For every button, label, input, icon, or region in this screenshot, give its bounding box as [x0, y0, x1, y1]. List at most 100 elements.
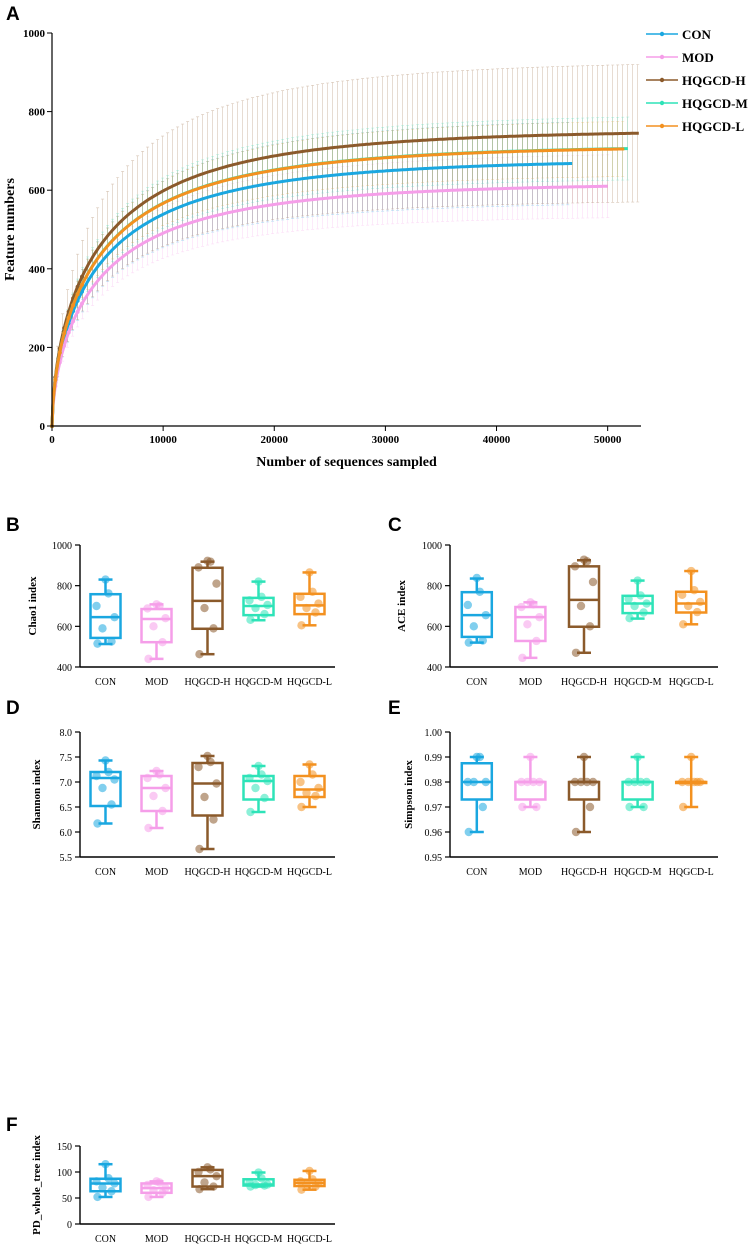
- data-point: [209, 815, 218, 824]
- y-tick-label: 600: [427, 622, 442, 633]
- y-tick-label: 400: [29, 264, 46, 276]
- data-point: [475, 587, 484, 596]
- panel-label-e: E: [388, 698, 401, 719]
- data-point: [311, 608, 320, 617]
- x-tick-label: HQGCD-M: [235, 867, 283, 878]
- series-point: [80, 274, 84, 279]
- y-tick-label: 1.00: [425, 728, 443, 739]
- y-axis-title: Simpson index: [403, 760, 415, 829]
- data-point: [526, 752, 535, 762]
- x-tick-label: MOD: [145, 1234, 168, 1244]
- data-point: [143, 604, 152, 613]
- x-tick-label: MOD: [145, 677, 168, 688]
- legend-swatch-marker: [659, 100, 665, 106]
- data-point: [535, 612, 544, 622]
- data-point: [110, 775, 119, 784]
- data-point: [463, 777, 472, 787]
- y-tick-label: 5.5: [60, 853, 73, 864]
- iqr-box: [140, 607, 173, 644]
- y-tick-label: 200: [29, 342, 46, 354]
- series-point: [75, 309, 80, 314]
- x-tick-label: HQGCD-L: [669, 677, 714, 688]
- legend-item-hqgcd-h: HQGCD-H: [646, 73, 746, 88]
- data-point: [571, 827, 581, 837]
- data-point: [143, 1180, 152, 1190]
- legend-swatch-marker: [659, 123, 665, 129]
- data-point: [104, 589, 113, 598]
- series-point: [57, 350, 62, 355]
- data-point: [297, 621, 306, 630]
- data-point: [625, 802, 634, 812]
- data-point: [314, 599, 323, 608]
- data-point: [144, 823, 153, 833]
- box-hqgcd-h: [567, 752, 601, 837]
- y-tick-label: 800: [57, 582, 72, 593]
- y-tick-label: 0.98: [425, 778, 443, 789]
- series-point: [75, 292, 80, 297]
- series-markers-hqgcd-l: [50, 282, 84, 428]
- data-point: [101, 575, 110, 584]
- iqr-box: [567, 565, 601, 628]
- data-point: [245, 773, 254, 783]
- data-point: [203, 751, 212, 761]
- data-point: [588, 777, 598, 787]
- data-point: [203, 556, 212, 566]
- simpson-boxplot: 0.95 0.96 0.97 0.98 0.99 1.00 Simpson index CON…: [403, 728, 718, 878]
- data-point: [93, 639, 102, 648]
- data-point: [212, 779, 221, 788]
- data-point: [472, 573, 481, 583]
- legend-label: MOD: [682, 50, 714, 65]
- data-point: [478, 636, 487, 645]
- data-point: [308, 770, 317, 779]
- data-point: [464, 827, 473, 837]
- data-point: [579, 752, 589, 762]
- data-point: [625, 614, 634, 623]
- data-point: [585, 622, 595, 631]
- data-point: [624, 594, 633, 604]
- data-point: [311, 791, 320, 801]
- data-point: [93, 1192, 102, 1202]
- data-point: [642, 599, 651, 608]
- legend-swatch-marker: [659, 54, 665, 60]
- data-point: [194, 1167, 203, 1177]
- data-point: [630, 777, 639, 787]
- data-point: [481, 610, 490, 620]
- series-markers-hqgcd-m: [50, 282, 84, 428]
- x-tick-label: CON: [466, 677, 487, 688]
- x-tick-label: 50000: [594, 434, 622, 446]
- data-point: [314, 783, 323, 793]
- data-point: [110, 612, 119, 622]
- data-point: [696, 777, 705, 787]
- data-point: [257, 592, 266, 602]
- data-point: [209, 624, 218, 633]
- data-point: [212, 579, 221, 588]
- x-axis-title: Number of sequences sampled: [256, 455, 437, 470]
- data-point: [532, 636, 541, 646]
- data-point: [110, 1179, 119, 1188]
- box-con: [89, 575, 122, 648]
- ace-boxplot: 400 600 800 1000 ACE index CON MOD HQGCD-H HQGCD…: [396, 541, 718, 688]
- data-point: [195, 844, 204, 854]
- data-point: [254, 761, 263, 771]
- data-point: [251, 603, 260, 613]
- data-point: [194, 563, 203, 572]
- data-point: [260, 793, 269, 803]
- data-point: [463, 600, 472, 610]
- y-tick-label: 400: [427, 663, 442, 674]
- data-point: [158, 637, 167, 647]
- data-point: [152, 766, 161, 776]
- data-point: [570, 777, 580, 787]
- data-point: [92, 601, 101, 611]
- x-tick-label: HQGCD-L: [287, 867, 332, 878]
- data-point: [679, 802, 688, 812]
- box-mod: [140, 600, 173, 664]
- series-point: [80, 282, 84, 287]
- data-point: [194, 762, 203, 772]
- series-point: [75, 284, 80, 289]
- data-point: [107, 1187, 116, 1196]
- data-point: [571, 648, 581, 657]
- data-point: [200, 1178, 209, 1187]
- x-tick-label: CON: [466, 867, 487, 878]
